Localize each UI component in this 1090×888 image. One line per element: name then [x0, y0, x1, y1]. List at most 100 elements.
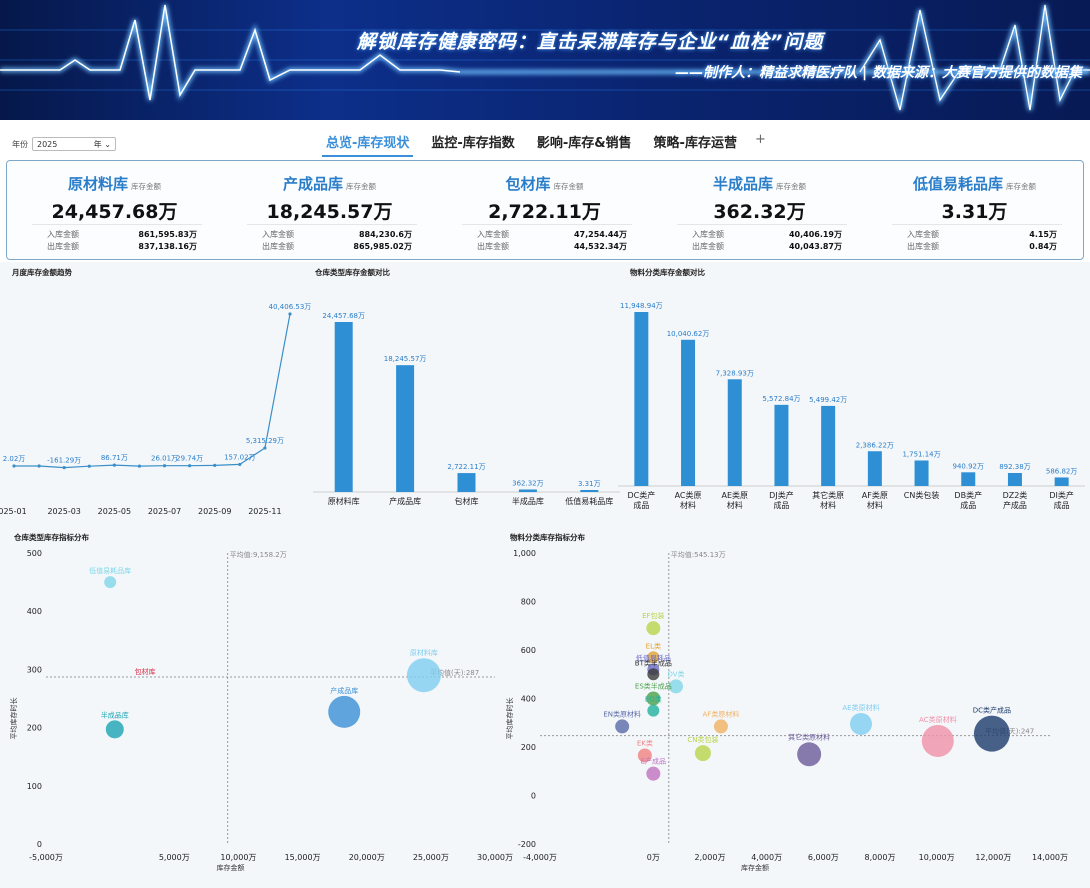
kpi-in-label: 入库金额	[47, 230, 79, 239]
kpi-value: 362.32万	[713, 201, 806, 223]
scatter-bubble	[713, 719, 728, 734]
scatter-y-tick: 0	[531, 792, 536, 801]
bar-category-label: 材料	[727, 500, 743, 510]
kpi-name: 原材料库	[67, 175, 128, 193]
scatter-x-tick: 8,000万	[865, 853, 896, 862]
kpi-tag: 库存金额	[553, 182, 584, 191]
bar-category-label: 原材料库	[328, 496, 360, 506]
scatter-bubble-label: CN类包装	[687, 735, 718, 744]
line-data-label: 86.71万	[101, 454, 128, 462]
bar-category-label: DC类产	[627, 490, 655, 500]
scatter-bubble-label: 半成品库	[101, 710, 129, 719]
bar-category-label: 材料	[680, 500, 696, 510]
bar-category-label: 成品	[1054, 500, 1070, 510]
scatter-x-axis-label: 库存金额	[217, 863, 245, 872]
kpi-in-label: 入库金额	[692, 230, 724, 239]
bar-data-label: 10,040.62万	[667, 330, 710, 338]
bar-category-label: 产成品	[1003, 500, 1027, 510]
line-point	[137, 464, 142, 468]
scatter-bubble	[646, 621, 661, 636]
kpi-out-value: 837,138.16万	[138, 242, 197, 251]
tab-overview[interactable]: 总览-库存现状	[322, 132, 414, 157]
kpi-in-value: 40,406.19万	[788, 230, 842, 239]
scatter-y-tick: 800	[521, 598, 536, 607]
line-point	[213, 463, 217, 467]
bar	[914, 460, 929, 486]
kpi-out-label: 出库金额	[477, 242, 509, 251]
kpi-in-label: 入库金额	[477, 230, 509, 239]
bar-data-label: 18,245.57万	[384, 355, 427, 363]
bar-data-label: 586.82万	[1046, 467, 1078, 475]
scatter-bubble-label: EN类原材料	[603, 709, 641, 718]
tab-strategy[interactable]: 策略-库存运营	[653, 136, 737, 151]
add-tab-button[interactable]: +	[754, 132, 766, 147]
bar	[1007, 473, 1022, 486]
scatter-y-tick: 300	[27, 665, 42, 674]
kpi-in-value: 47,254.44万	[573, 230, 627, 239]
scatter-bubble	[849, 712, 872, 735]
bar-category-label: 材料	[820, 500, 836, 510]
year-filter: 年份 2025 年 ⌄	[12, 137, 116, 151]
scatter-x-avg-label: 平均值:9,158.2万	[230, 550, 287, 559]
line-data-label: 26.01万	[151, 455, 178, 463]
bar	[334, 322, 353, 492]
tab-bar: 总览-库存现状 监控-库存指数 影响-库存&销售 策略-库存运营 +	[322, 132, 766, 157]
bar-category-label: 包材库	[455, 496, 479, 506]
kpi-in-value: 884,230.6万	[358, 230, 412, 239]
bar	[457, 473, 476, 492]
line-point	[112, 463, 116, 467]
scatter-x-tick: 0万	[647, 853, 660, 862]
line-point	[263, 446, 267, 450]
scatter-y-tick: 1,000	[513, 549, 536, 558]
scatter-bubble-label: 低值易耗品库	[89, 566, 131, 575]
kpi-name: 半成品库	[712, 175, 773, 193]
kpi-card-finished: 产成品库 库存金额 18,245.57万 入库金额 884,230.6万 出库金额 8…	[222, 161, 437, 261]
kpi-name: 产成品库	[282, 175, 343, 193]
tab-monitor[interactable]: 监控-库存指数	[431, 136, 515, 151]
scatter-x-axis-label: 库存金额	[741, 863, 769, 872]
scatter-bubble	[646, 766, 661, 781]
scatter-y-tick: 600	[521, 646, 536, 655]
line-point	[62, 466, 66, 470]
scatter-x-tick: 12,000万	[975, 853, 1011, 862]
kpi-card-semi: 半成品库 库存金额 362.32万 入库金额 40,406.19万 出库金额 40,0…	[652, 161, 867, 261]
scatter-x-tick: 6,000万	[808, 853, 839, 862]
scatter-y-tick: 200	[27, 724, 42, 733]
scatter-bubble	[104, 576, 117, 589]
kpi-out-value: 0.84万	[1029, 242, 1057, 251]
year-select[interactable]: 2025 年 ⌄	[32, 137, 116, 151]
bar-category-label: AE类原	[721, 490, 748, 500]
page-subtitle: ——制作人：精益求精医疗队 | 数据来源：大赛官方提供的数据集	[675, 65, 1082, 81]
year-select-unit: 年	[93, 139, 102, 149]
tab-impact[interactable]: 影响-库存&销售	[536, 136, 632, 151]
scatter-x-tick: 30,000万	[477, 853, 513, 862]
bar-data-label: 892.38万	[999, 463, 1031, 471]
bar	[867, 451, 882, 486]
scatter-x-tick: 5,000万	[159, 853, 190, 862]
kpi-in-value: 861,595.83万	[138, 230, 197, 239]
bar-category-label: 产成品库	[389, 496, 421, 506]
scatter-y-tick: 500	[27, 549, 42, 558]
kpi-name: 低值易耗品库	[912, 175, 1003, 193]
scatter-bubble-label: EF包装	[642, 611, 664, 620]
scatter-bubble-label: 包材库	[135, 667, 156, 676]
scatter-x-avg-label: 平均值:545.13万	[671, 550, 726, 559]
chevron-down-icon: ⌄	[104, 139, 111, 149]
panel-title-material-scatter: 物料分类库存指标分布	[510, 533, 585, 542]
bar	[821, 405, 836, 486]
line-series	[14, 313, 291, 469]
bar-data-label: 24,457.68万	[322, 312, 365, 320]
scatter-x-tick: 2,000万	[695, 853, 726, 862]
scatter-x-tick: 14,000万	[1032, 853, 1068, 862]
panel-title-material-bar: 物料分类库存金额对比	[630, 268, 705, 277]
line-x-tick: 2025-05	[98, 507, 131, 516]
scatter-bubble-label: EL类	[646, 641, 661, 650]
scatter-bubble-label: AC类原材料	[919, 715, 957, 724]
bar	[396, 365, 415, 492]
line-data-label: -161.29万	[47, 457, 81, 465]
scatter-bubble-label: 其它类原材料	[788, 732, 830, 741]
scatter-bubble-label: 产成品库	[330, 686, 358, 695]
kpi-card-raw: 原材料库 库存金额 24,457.68万 入库金额 861,595.83万 出库金额…	[7, 161, 222, 261]
line-point	[87, 464, 91, 468]
bar-data-label: 362.32万	[512, 479, 544, 487]
